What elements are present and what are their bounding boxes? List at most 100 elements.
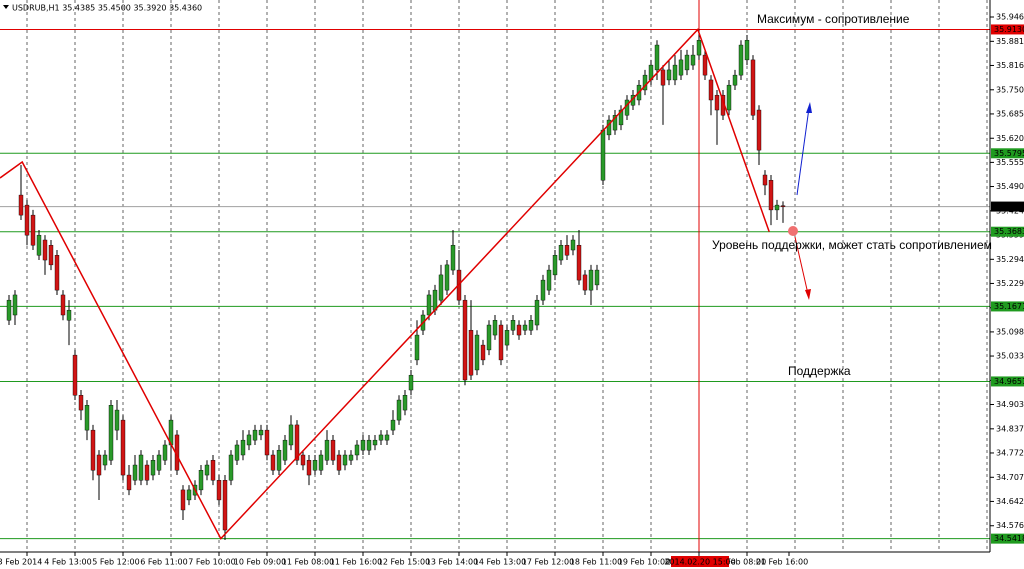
candle-body (618, 109, 624, 126)
candle-body (678, 59, 684, 76)
candle-body (234, 444, 240, 461)
candle-body (102, 454, 108, 466)
x-tick-label: 21 Feb 16:00 (756, 558, 808, 567)
candle-body (486, 324, 492, 351)
candle-body (756, 109, 762, 151)
candle-body (708, 79, 714, 101)
candle-body (30, 214, 36, 246)
candle-body (120, 419, 126, 476)
candle-body (762, 174, 768, 186)
candle-body (462, 299, 468, 381)
candle-body (66, 309, 72, 321)
y-tick-label: 35.9465 (996, 13, 1024, 22)
y-tick-label: 35.7505 (996, 85, 1024, 94)
candle-body (246, 434, 252, 446)
y-tick-label: 35.2290 (996, 279, 1024, 288)
candle-body (294, 424, 300, 461)
candle-body (108, 405, 114, 461)
candle-body (48, 244, 54, 266)
candle-body (138, 454, 144, 481)
candle-body (594, 269, 600, 286)
candle-body (402, 395, 408, 411)
cursor-label: 2014.02.20 15:00 (664, 558, 735, 567)
level-label: 34.5418 (994, 534, 1024, 543)
candle-body (186, 489, 192, 501)
candle-body (288, 424, 294, 446)
candle-body (258, 429, 264, 436)
candle-body (78, 395, 84, 411)
candle-body (306, 460, 312, 476)
candle-body (414, 334, 420, 361)
candle-body (534, 299, 540, 326)
candle-body (354, 444, 360, 456)
x-tick-label: 21 Feb 08:00 (714, 558, 766, 567)
candle-body (564, 244, 570, 256)
level-label-box (991, 301, 1024, 312)
candle-body (606, 119, 612, 136)
candle-body (318, 454, 324, 471)
candle-body (426, 294, 432, 316)
header: USDRUB,H1 35.4385 35.4500 35.3920 35.436… (12, 4, 202, 13)
level-label: 35.1671 (994, 302, 1024, 311)
candle-body (132, 464, 138, 481)
candle-body (396, 399, 402, 421)
candle-body (612, 115, 618, 131)
x-tick-label: 10 Feb 09:00 (234, 558, 286, 567)
candle-body (252, 429, 258, 441)
candle-body (504, 330, 510, 346)
plot (0, 0, 990, 552)
candle-body (726, 84, 732, 111)
candle-body (366, 439, 372, 451)
candle-body (264, 429, 270, 456)
candle-body (276, 449, 282, 471)
candle-body (384, 434, 390, 441)
candle-body (672, 64, 678, 81)
candle-body (600, 129, 606, 181)
candle-body (744, 40, 750, 61)
level-label: 35.5795 (994, 149, 1024, 158)
candle-body (150, 460, 156, 476)
price-label-box (991, 201, 1024, 212)
candle-body (738, 44, 744, 76)
x-tick-label: 19 Feb 10:00 (618, 558, 670, 567)
candle-body (696, 40, 702, 56)
y-tick-label: 35.6200 (996, 134, 1024, 143)
candle-body (528, 320, 534, 331)
candle-body (468, 330, 474, 376)
candle-body (582, 274, 588, 291)
level-label: 35.3683 (994, 227, 1024, 236)
candle-body (378, 434, 384, 441)
candle-body (54, 255, 60, 291)
candle-body (492, 320, 498, 336)
candle-body (690, 54, 696, 66)
cursor-label-box (671, 556, 729, 567)
x-tick-label: 11 Feb 16:00 (330, 558, 382, 567)
candle-body (540, 279, 546, 301)
candle-body (336, 454, 342, 471)
menu-arrow[interactable] (3, 5, 9, 9)
candle-body (432, 289, 438, 311)
annotation: Поддержка (788, 364, 851, 378)
level-label-box (991, 376, 1024, 387)
y-tick-label: 35.8810 (996, 37, 1024, 46)
candle-body (342, 454, 348, 466)
y-tick-label: 35.8160 (996, 61, 1024, 70)
x-tick-label: 14 Feb 13:00 (474, 558, 526, 567)
level-label-box (991, 24, 1024, 35)
candle-body (360, 439, 366, 451)
arrow-down (794, 236, 811, 300)
marker (788, 226, 798, 236)
candle-body (60, 294, 66, 316)
candle-body (450, 244, 456, 271)
x-tick-label: 3 Feb 2014 (0, 558, 42, 567)
candle-body (372, 439, 378, 446)
x-tick-label: 7 Feb 10:00 (188, 558, 235, 567)
candle-body (438, 274, 444, 301)
candle-body (546, 269, 552, 291)
x-tick-label: 17 Feb 12:00 (522, 558, 574, 567)
candle-body (654, 44, 660, 71)
x-tick-label: 6 Feb 11:00 (140, 558, 187, 567)
candle-body (348, 454, 354, 461)
y-tick-label: 35.5550 (996, 158, 1024, 167)
candle-body (126, 474, 132, 491)
